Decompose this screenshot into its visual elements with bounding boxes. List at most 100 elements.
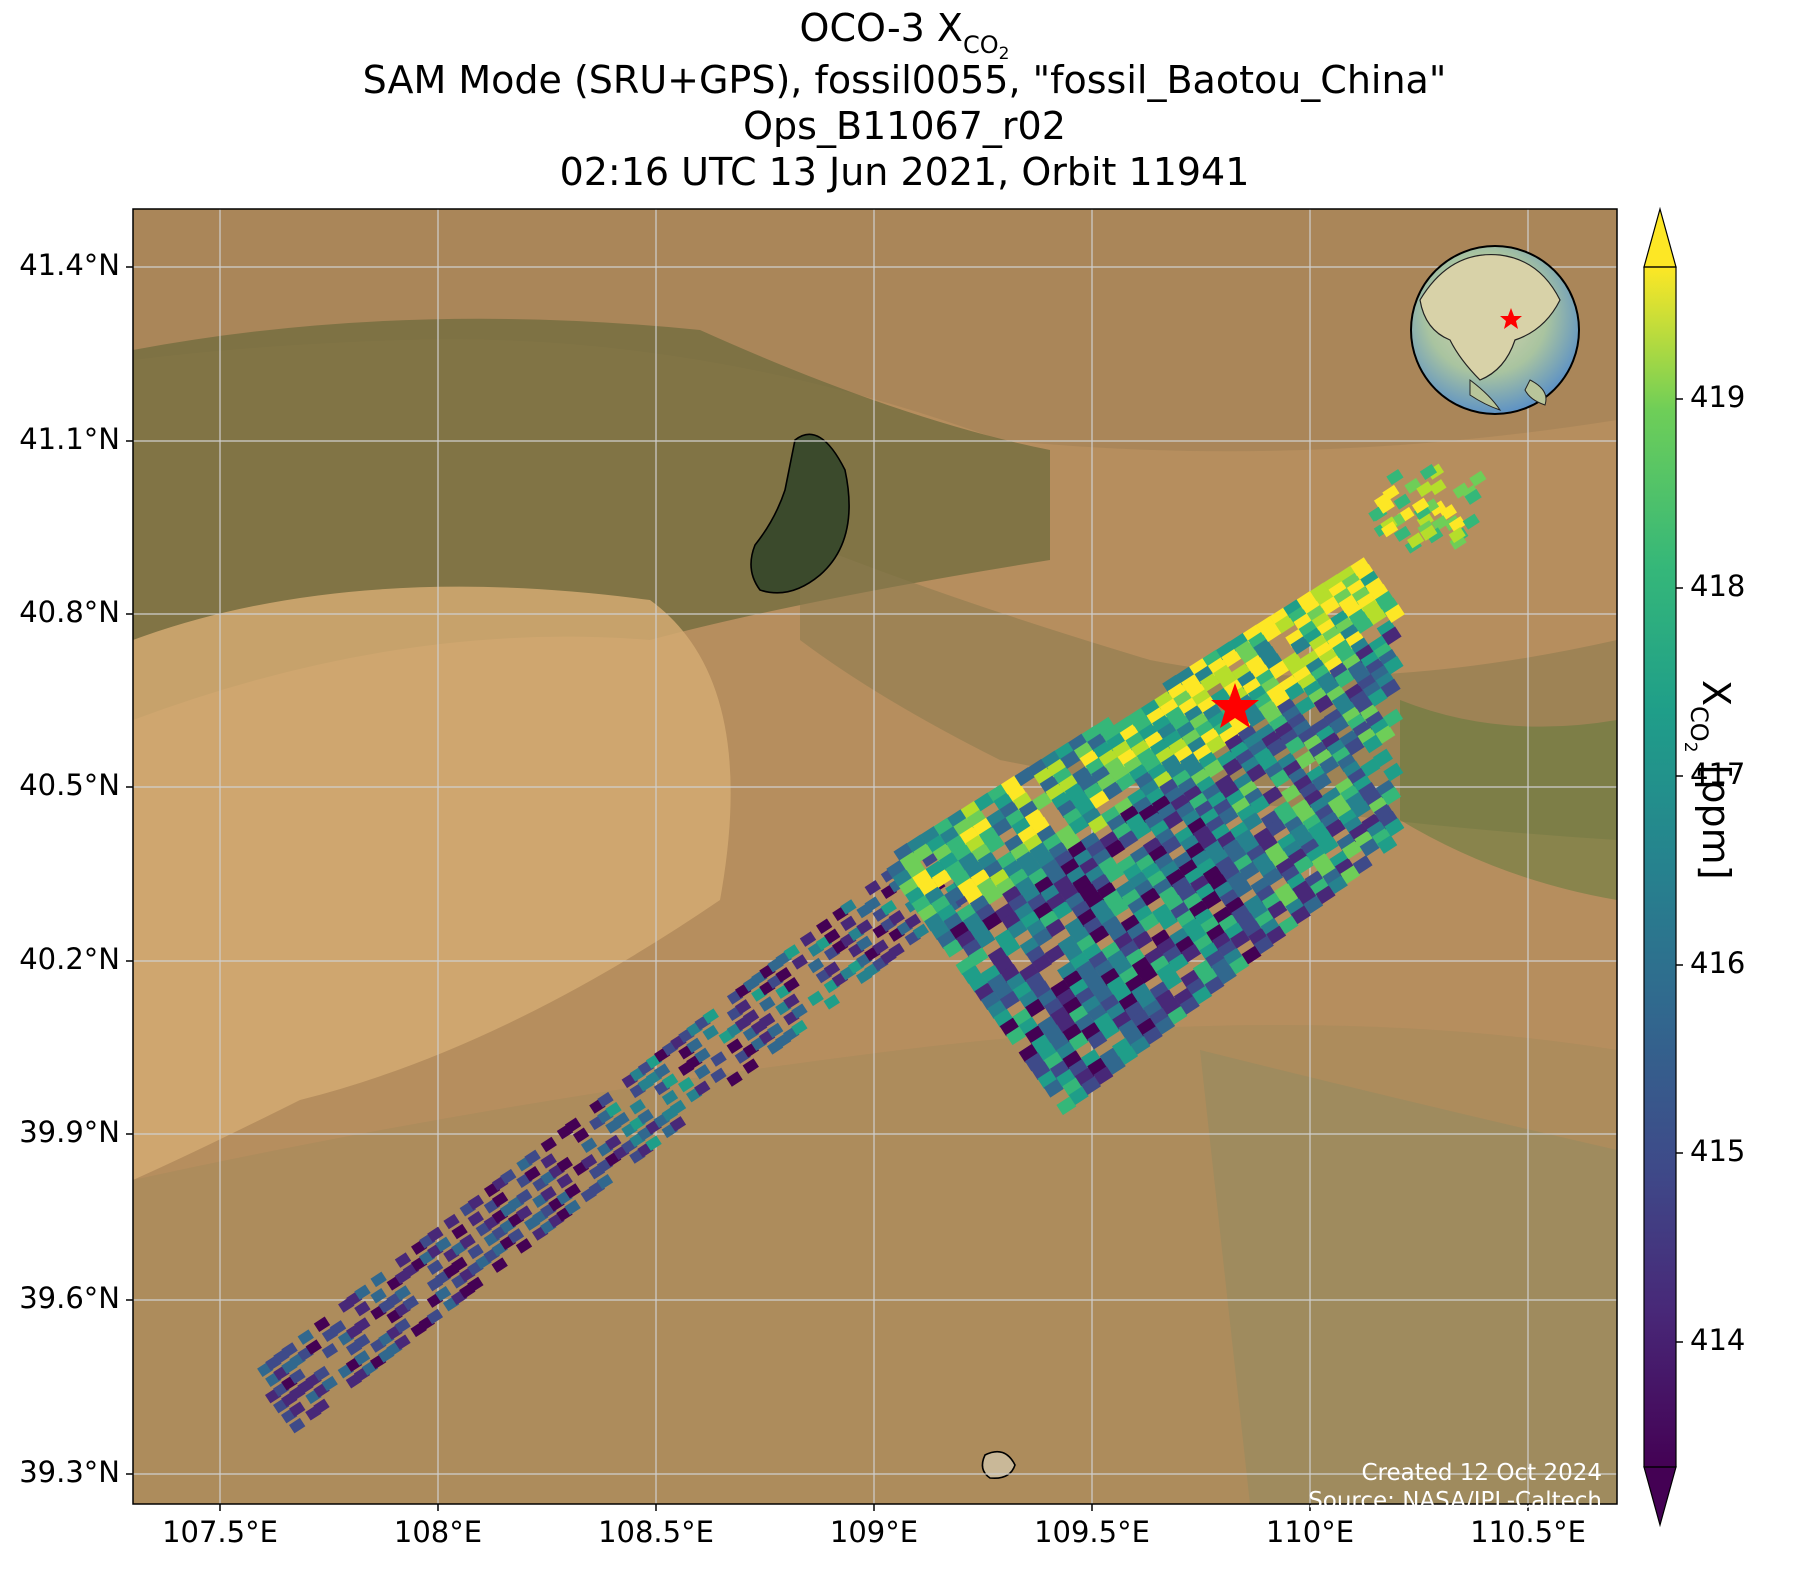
swath-cell <box>1216 641 1236 661</box>
swath-cell <box>1033 766 1054 786</box>
swath-cell <box>1308 634 1329 653</box>
swath-cell <box>1241 945 1262 965</box>
swath-cell <box>984 834 1005 854</box>
swath-cell <box>1028 867 1049 887</box>
swath-cell <box>1099 830 1120 850</box>
swath-cell <box>932 843 953 863</box>
swath-cell <box>1259 754 1280 774</box>
swath-cell <box>1295 750 1316 770</box>
colorbar-tick-label: 419 <box>1690 380 1746 414</box>
swath-cell <box>1183 784 1204 804</box>
swath-cell <box>1194 665 1215 685</box>
colorbar-tick-label: 414 <box>1690 1323 1746 1357</box>
swath-cell <box>1271 690 1292 710</box>
swath-cell <box>1018 800 1039 820</box>
swath-cell <box>1014 767 1035 787</box>
swath-cell <box>1375 725 1396 744</box>
swath-cell <box>467 1210 484 1227</box>
swath-cell <box>1204 975 1225 995</box>
swath-cell <box>1383 655 1404 675</box>
swath-cell <box>1034 875 1055 895</box>
swath-cell <box>864 896 881 912</box>
swath-cell <box>1384 604 1405 623</box>
swath-cell <box>1140 887 1161 907</box>
swath-cell <box>1302 813 1323 833</box>
swath-cell <box>1108 923 1128 943</box>
swath-cell <box>1381 786 1402 806</box>
swath-cell <box>1033 901 1054 921</box>
swath-cell <box>1008 893 1029 913</box>
swath-cell <box>1232 878 1253 898</box>
swath-cell <box>1107 949 1128 969</box>
swath-cell <box>1342 706 1362 726</box>
swath-cell <box>1347 767 1368 787</box>
swath-cell <box>1161 753 1182 773</box>
swath-cell <box>963 886 984 905</box>
swath-cell <box>993 1008 1014 1028</box>
swath-cell <box>1362 680 1383 700</box>
swath-cell <box>913 843 934 862</box>
swath-cell <box>1010 842 1031 862</box>
swath-cell <box>1278 808 1299 827</box>
swath-cell <box>1273 800 1294 820</box>
swath-cell <box>892 868 913 888</box>
swath-cell <box>686 1037 703 1054</box>
swath-cell <box>1093 1012 1114 1032</box>
swath-cell <box>1040 884 1061 903</box>
swath-cell <box>783 977 800 993</box>
swath-cell <box>1319 648 1340 667</box>
swath-cell <box>524 1149 541 1166</box>
swath-cell <box>880 899 897 916</box>
swath-cell <box>1316 724 1337 744</box>
swath-cell <box>1333 801 1353 821</box>
swath-cell <box>791 1003 808 1019</box>
swath-cell <box>1075 986 1096 1006</box>
swath-cell <box>1256 884 1277 904</box>
swath-cell <box>564 1117 582 1134</box>
swath-cell <box>1119 966 1140 986</box>
swath-cell <box>1368 635 1389 655</box>
swath-cell <box>1112 1037 1132 1057</box>
swath-cell <box>1379 810 1400 830</box>
swath-cell <box>1049 1033 1070 1052</box>
swath-cell <box>993 792 1014 812</box>
swath-cell <box>1222 838 1243 858</box>
swath-cell <box>1290 635 1311 655</box>
swath-cell <box>1069 978 1090 998</box>
swath-cell <box>1221 648 1242 668</box>
swath-cell <box>556 1156 573 1173</box>
swath-cell <box>1186 977 1207 997</box>
swath-cell <box>1219 888 1240 908</box>
swath-cell <box>1249 795 1270 814</box>
swath-cell <box>1187 816 1208 836</box>
swath-cell <box>1139 912 1160 932</box>
swath-cell <box>1056 1068 1077 1088</box>
swath-cell <box>1349 690 1370 709</box>
swath-cell <box>1063 969 1084 989</box>
swath-cell <box>947 809 968 829</box>
swath-cell <box>1285 735 1306 755</box>
swath-cell <box>1170 713 1191 733</box>
swath-cell <box>1267 900 1288 919</box>
swath-cell <box>1029 842 1050 861</box>
swath-cell <box>1075 960 1096 980</box>
lake-outline <box>750 433 850 594</box>
swath-cell <box>1112 821 1133 841</box>
swath-cell <box>1049 1060 1070 1079</box>
swath-cell <box>1197 857 1218 877</box>
swath-cell <box>1119 723 1140 743</box>
swath-cell <box>1160 860 1181 880</box>
swath-cell <box>1045 918 1066 938</box>
swath-cell <box>1211 931 1232 951</box>
swath-cell <box>1014 902 1035 922</box>
swath-cell <box>1242 624 1263 644</box>
swath-cell <box>1322 786 1343 806</box>
swath-cell <box>1243 732 1264 751</box>
swath-cell <box>1150 819 1171 839</box>
swath-cell <box>1448 527 1466 544</box>
swath-cell <box>1133 796 1153 815</box>
swath-cell <box>1129 845 1150 865</box>
swath-cell <box>1315 803 1336 823</box>
swath-cell <box>949 921 970 940</box>
swath-cell <box>933 817 954 837</box>
